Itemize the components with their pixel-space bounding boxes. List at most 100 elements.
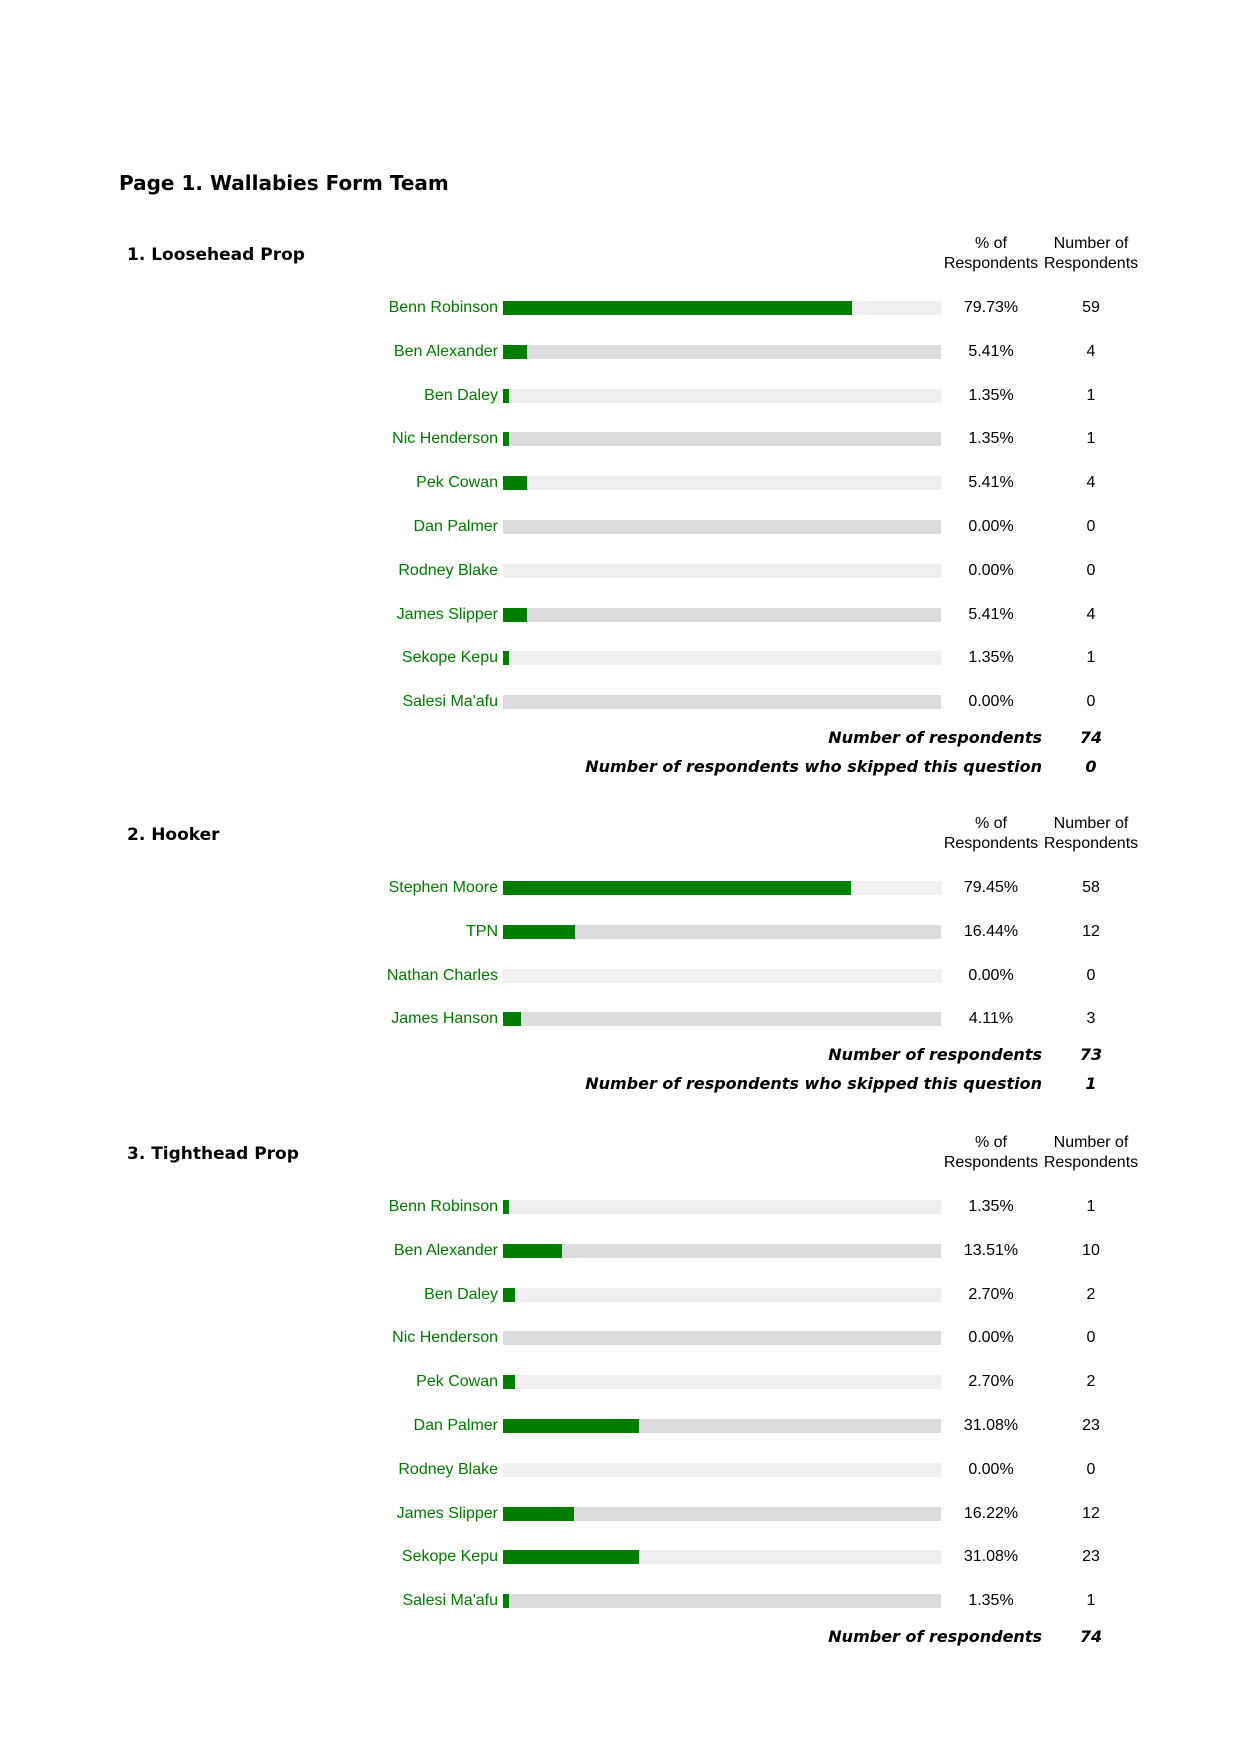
percent-value: 16.22% (963, 1505, 1019, 1522)
question-hooker: 2. Hooker % of Respondents Number of Respo… (0, 814, 1240, 1094)
count-value: 1 (1086, 1198, 1096, 1215)
count-value: 4 (1086, 474, 1096, 491)
count-value: 23 (1082, 1417, 1100, 1434)
percent-value: 5.41% (968, 343, 1014, 360)
percent-value: 0.00% (968, 1461, 1014, 1478)
answer-row: Benn Robinson 1.35% 1 (0, 1197, 1240, 1217)
answer-row: Pek Cowan 2.70% 2 (0, 1372, 1240, 1392)
count-value: 0 (1086, 518, 1096, 535)
percent-value: 1.35% (968, 1198, 1014, 1215)
answer-row: James Hanson 4.11% 3 (0, 1009, 1240, 1029)
percent-value: 1.35% (968, 387, 1014, 404)
bar-fill (503, 301, 853, 315)
bar-fill (503, 608, 527, 622)
percent-value: 5.41% (968, 474, 1014, 491)
answer-label: Salesi Ma'afu (402, 1592, 498, 1609)
answer-label: Nic Henderson (392, 430, 498, 447)
answer-label: Ben Alexander (393, 343, 498, 360)
percent-value: 31.08% (963, 1417, 1019, 1434)
answer-label: Rodney Blake (398, 1461, 498, 1478)
bar-fill (503, 1550, 640, 1564)
answer-label: Sekope Kepu (401, 649, 498, 666)
summary-row: Number of respondents 74 (0, 1627, 1240, 1647)
answer-label: Nathan Charles (386, 967, 498, 984)
summary-label: Number of respondents (828, 1627, 1042, 1646)
count-value: 4 (1086, 343, 1096, 360)
answer-label: James Slipper (396, 606, 498, 623)
answer-row: Rodney Blake 0.00% 0 (0, 1460, 1240, 1480)
percent-value: 79.45% (963, 879, 1019, 896)
bar-track (503, 881, 941, 895)
bar-track (503, 301, 941, 315)
summary-label: Number of respondents (828, 1045, 1042, 1064)
percent-value: 1.35% (968, 430, 1014, 447)
page-title: Page 1. Wallabies Form Team (119, 171, 449, 195)
answer-row: Ben Daley 1.35% 1 (0, 386, 1240, 406)
answer-row: Nathan Charles 0.00% 0 (0, 966, 1240, 986)
bar-fill (503, 1419, 640, 1433)
percent-column-header: % of Respondents (943, 235, 1039, 272)
answer-label: Nic Henderson (392, 1329, 498, 1346)
bar-track (503, 1550, 941, 1564)
bar-fill (503, 881, 851, 895)
count-value: 0 (1086, 1329, 1096, 1346)
summary-row: Number of respondents who skipped this q… (0, 1074, 1240, 1094)
bar-track (503, 476, 941, 490)
bar-fill (503, 1200, 509, 1214)
percent-value: 2.70% (968, 1373, 1014, 1390)
percent-value: 0.00% (968, 562, 1014, 579)
count-value: 12 (1082, 1505, 1100, 1522)
answer-label: Ben Alexander (393, 1242, 498, 1259)
answer-label: Pek Cowan (416, 1373, 498, 1390)
percent-value: 16.44% (963, 923, 1019, 940)
bar-track (503, 1419, 941, 1433)
bar-track (503, 695, 941, 709)
percent-value: 79.73% (963, 299, 1019, 316)
summary-label: Number of respondents who skipped this q… (585, 1074, 1042, 1093)
percent-value: 2.70% (968, 1286, 1014, 1303)
summary-label: Number of respondents (828, 728, 1042, 747)
count-value: 1 (1086, 1592, 1096, 1609)
count-value: 2 (1086, 1286, 1096, 1303)
answer-row: Nic Henderson 0.00% 0 (0, 1328, 1240, 1348)
bar-track (503, 608, 941, 622)
answer-label: TPN (466, 923, 498, 940)
answer-row: James Slipper 5.41% 4 (0, 605, 1240, 625)
bar-fill (503, 1507, 574, 1521)
count-value: 59 (1082, 299, 1100, 316)
summary-value: 73 (1079, 1045, 1103, 1064)
bar-fill (503, 651, 509, 665)
count-value: 4 (1086, 606, 1096, 623)
answer-label: Dan Palmer (413, 1417, 498, 1434)
answer-label: Rodney Blake (398, 562, 498, 579)
summary-row: Number of respondents 73 (0, 1045, 1240, 1065)
bar-fill (503, 1594, 509, 1608)
answer-row: Salesi Ma'afu 1.35% 1 (0, 1591, 1240, 1611)
bar-fill (503, 432, 509, 446)
percent-value: 31.08% (963, 1548, 1019, 1565)
bar-track (503, 651, 941, 665)
answer-label: Ben Daley (424, 387, 498, 404)
summary-value: 74 (1079, 1627, 1103, 1646)
answer-row: Sekope Kepu 1.35% 1 (0, 648, 1240, 668)
answer-row: Stephen Moore 79.45% 58 (0, 878, 1240, 898)
answer-label: James Hanson (391, 1010, 498, 1027)
question-title: 2. Hooker (127, 825, 220, 845)
answer-row: Salesi Ma'afu 0.00% 0 (0, 692, 1240, 712)
bar-fill (503, 345, 527, 359)
bar-track (503, 1375, 941, 1389)
answer-label: Ben Daley (424, 1286, 498, 1303)
answer-row: TPN 16.44% 12 (0, 922, 1240, 942)
bar-track (503, 520, 941, 534)
count-value: 58 (1082, 879, 1100, 896)
percent-value: 5.41% (968, 606, 1014, 623)
answer-row: Dan Palmer 0.00% 0 (0, 517, 1240, 537)
answer-row: Nic Henderson 1.35% 1 (0, 429, 1240, 449)
count-value: 1 (1086, 649, 1096, 666)
count-value: 12 (1082, 923, 1100, 940)
percent-value: 4.11% (968, 1010, 1014, 1027)
count-column-header: Number of Respondents (1043, 1134, 1139, 1171)
answer-row: Dan Palmer 31.08% 23 (0, 1416, 1240, 1436)
percent-column-header: % of Respondents (943, 1134, 1039, 1171)
count-value: 0 (1086, 1461, 1096, 1478)
